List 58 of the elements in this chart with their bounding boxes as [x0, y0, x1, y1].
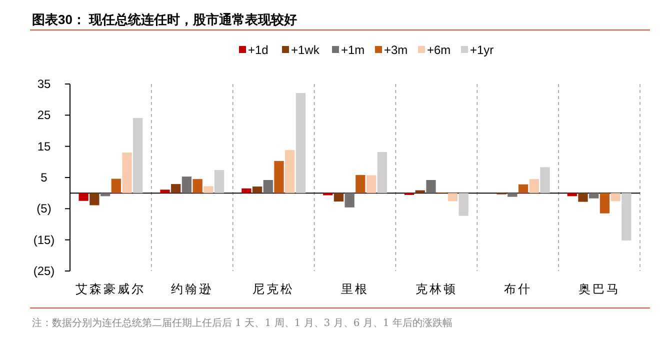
bar [426, 180, 436, 194]
bar [252, 186, 262, 194]
bar [242, 188, 252, 194]
text: 注：数据分别为连任总统第二届任期上任后后 1 天、1 周、1 月、3 月、6 月、1 年后的涨跌幅 [32, 317, 452, 329]
bar [274, 160, 284, 194]
y-tick-label: 15 [37, 139, 51, 154]
legend-label: +1yr [470, 43, 494, 57]
bar [204, 186, 214, 194]
bar [600, 193, 610, 214]
y-tick-label: 5 [40, 170, 48, 184]
x-tick-label: 奥巴马 [578, 282, 620, 296]
bar [529, 179, 539, 194]
bar [578, 193, 588, 202]
bar [334, 193, 344, 202]
y-tick-label: 35 [37, 77, 51, 91]
bar [214, 170, 224, 194]
bar [508, 193, 518, 197]
bar [111, 178, 121, 194]
y-tick-label: (15) [33, 232, 55, 247]
bar [567, 193, 577, 196]
bar [263, 180, 273, 194]
bar [377, 152, 387, 194]
bar [171, 184, 181, 194]
x-tick-label: 里根 [341, 282, 369, 296]
legend-label: +3m [384, 43, 408, 57]
bar [160, 190, 170, 194]
bar [133, 118, 143, 194]
bar [78, 193, 88, 201]
bar [518, 184, 528, 194]
bar [344, 193, 354, 208]
x-tick-label: 克林顿 [415, 282, 458, 296]
legend-label: +1m [341, 43, 365, 57]
y-tick-label: (25) [33, 264, 55, 278]
x-tick-label: 艾森豪威尔 [76, 282, 146, 296]
bar [100, 193, 110, 196]
bar [90, 193, 100, 206]
bar [540, 167, 550, 194]
bar [122, 152, 132, 194]
bar [192, 179, 202, 194]
bar [285, 150, 295, 194]
x-tick-label: 尼克松 [252, 282, 295, 296]
bar [366, 175, 376, 194]
y-tick-label: (5) [36, 202, 52, 216]
bar [622, 193, 632, 240]
bar [356, 175, 366, 194]
x-tick-label: 布什 [504, 282, 532, 296]
chart-title: 图表30： 现任总统连任时，股市通常表现较好 [32, 12, 298, 27]
bar [589, 193, 599, 198]
legend-label: +1d [248, 43, 268, 57]
x-tick-label: 约翰逊 [171, 282, 214, 296]
legend-label: +6m [427, 43, 451, 57]
bar [182, 176, 192, 194]
bar [458, 193, 468, 216]
bar [610, 193, 620, 202]
bar [448, 193, 458, 202]
bar [296, 93, 306, 194]
y-tick-label: 25 [37, 108, 51, 122]
legend-label: +1wk [291, 43, 320, 57]
